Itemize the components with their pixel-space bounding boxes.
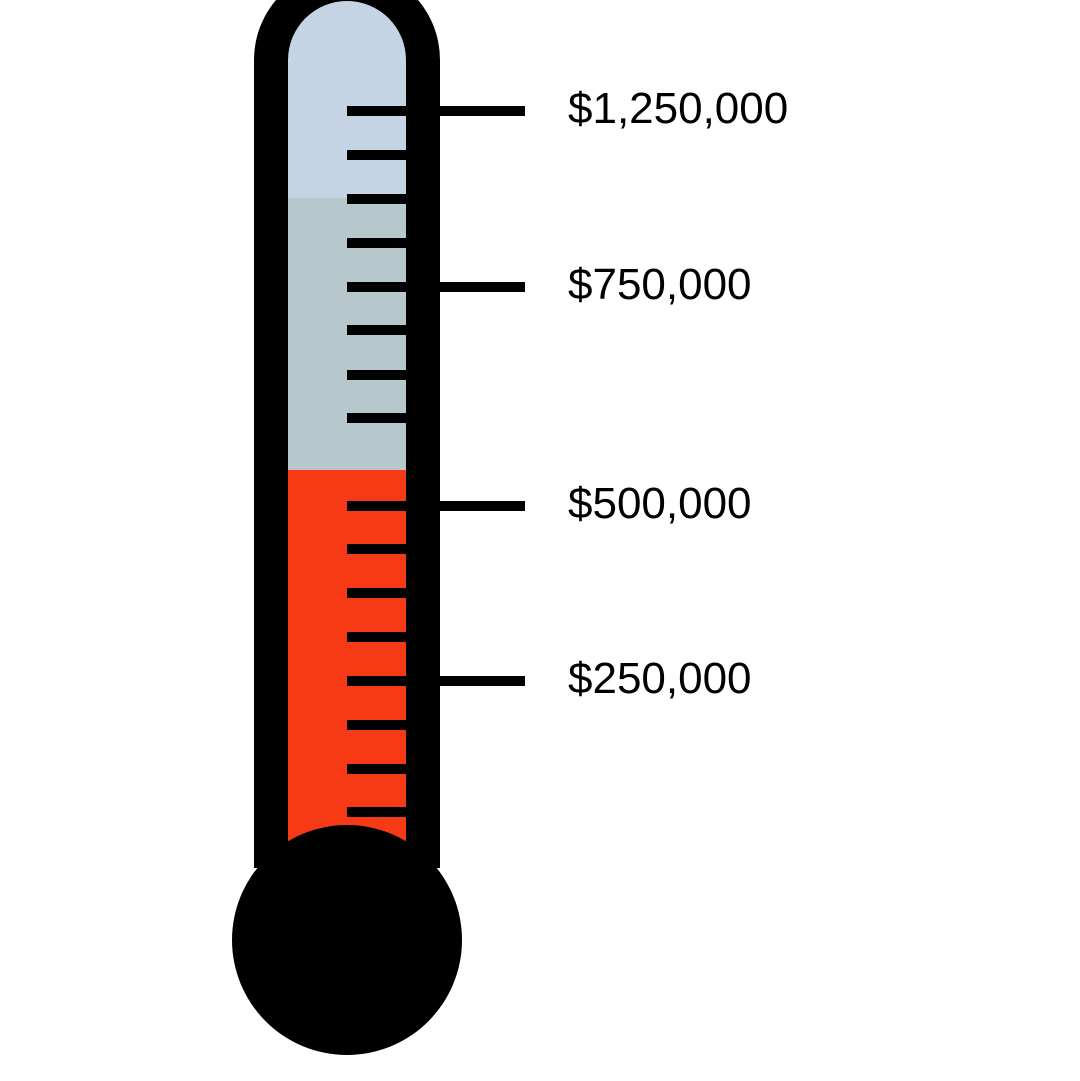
scale-label: $250,000: [568, 654, 752, 704]
scale-label: $750,000: [568, 260, 752, 310]
thermometer-svg: [0, 0, 1080, 1081]
scale-label: $1,250,000: [568, 84, 788, 134]
thermometer-bulb: [232, 825, 462, 1055]
thermometer-chart: $1,250,000 $750,000 $500,000 $250,000: [0, 0, 1080, 1081]
fill-upper: [288, 0, 406, 198]
scale-label: $500,000: [568, 479, 752, 529]
